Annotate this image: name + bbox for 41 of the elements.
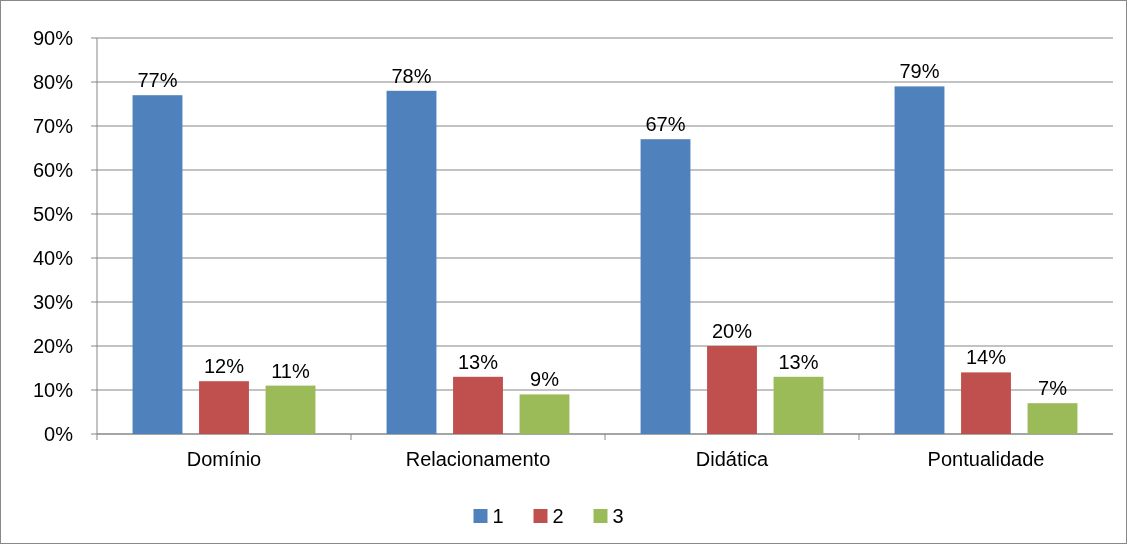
bar [773,376,824,434]
data-label: 77% [137,69,178,92]
legend-label: 1 [492,505,504,527]
bar [519,394,570,434]
bar [265,385,316,434]
data-label: 11% [271,359,310,382]
bar [199,381,249,434]
y-tick-label: 60% [32,159,74,181]
data-label: 79% [899,60,940,83]
bar [961,372,1011,434]
y-tick-label: 80% [32,71,74,93]
y-tick-label: 0% [44,423,74,445]
y-tick-label: 50% [32,203,74,225]
y-tick-label: 30% [32,291,74,313]
data-label: 13% [457,350,499,373]
data-label: 20% [711,320,753,342]
bar [453,376,503,434]
data-label: 67% [645,113,686,136]
data-label: 9% [530,368,560,391]
legend-label: 3 [612,505,624,527]
bar [386,90,437,434]
legend-label: 2 [552,505,564,527]
y-tick-label: 20% [32,335,74,357]
y-tick-label: 10% [32,379,74,401]
data-label: 14% [965,346,1007,369]
bar [707,346,757,434]
y-tick-label: 90% [32,27,74,49]
bar [1027,403,1078,434]
x-tick-label: Relacionamento [405,448,551,470]
x-tick-label: Domínio [186,448,262,470]
x-tick-label: Pontualidade [927,448,1045,470]
data-label: 13% [778,350,819,373]
y-tick-label: 70% [32,115,74,137]
bar [894,86,945,434]
data-label: 78% [391,64,432,87]
data-label: 12% [203,355,245,378]
bar [132,95,183,434]
y-tick-label: 40% [32,247,74,269]
data-label: 7% [1038,377,1068,400]
x-tick-label: Didática [695,448,769,470]
bar [640,139,691,434]
